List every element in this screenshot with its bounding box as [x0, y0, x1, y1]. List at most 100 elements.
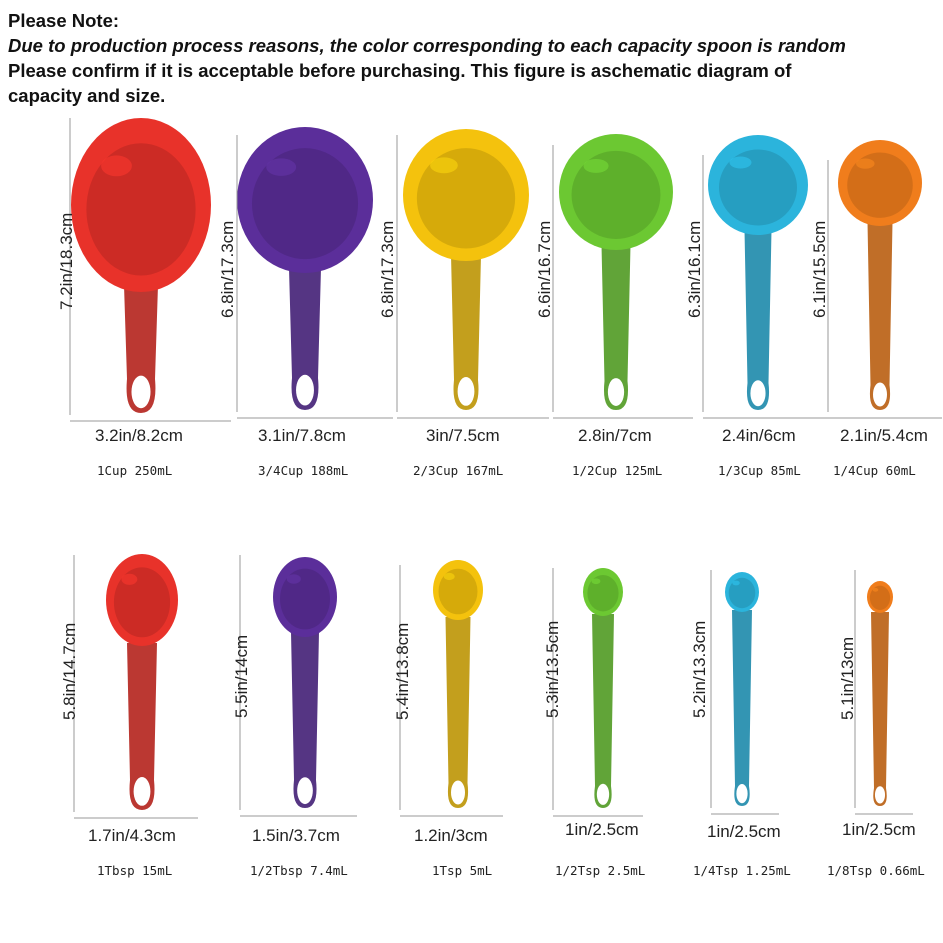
cup-2: [236, 127, 393, 419]
bowl-highlight: [266, 158, 297, 176]
cup-width-label: 2.4in/6cm: [722, 426, 796, 445]
spoon-height-label: 5.1in/13cm: [838, 636, 857, 720]
bowl-highlight: [591, 578, 601, 585]
bowl-highlight: [121, 573, 138, 585]
cup-width-label: 2.8in/7cm: [578, 426, 652, 445]
note-title: Please Note:: [8, 10, 120, 31]
bowl-highlight: [583, 158, 609, 173]
bowl-highlight: [443, 572, 455, 581]
handle: [744, 230, 772, 410]
hanging-hole: [736, 784, 748, 804]
hanging-hole: [131, 375, 151, 409]
spoon-6: [854, 570, 913, 815]
bowl-inner: [251, 148, 359, 260]
handle: [289, 268, 321, 410]
spoon-2: [239, 555, 357, 817]
bowl-inner: [847, 152, 913, 218]
bowl-highlight: [101, 155, 132, 177]
hanging-hole: [607, 378, 625, 406]
bowl-highlight: [286, 574, 301, 584]
cup-capacity-label: 3/4Cup 188mL: [258, 463, 349, 478]
handle: [867, 222, 893, 410]
spoon-height-label: 5.2in/13.3cm: [690, 620, 709, 718]
bowl-inner: [113, 567, 171, 638]
handle: [127, 643, 157, 810]
cup-capacity-label: 1/2Cup 125mL: [572, 463, 663, 478]
cup-3: [396, 129, 549, 419]
hanging-hole: [750, 380, 766, 407]
note-line-2: Please confirm if it is acceptable befor…: [8, 60, 792, 81]
spoon-height-label: 5.5in/14cm: [232, 634, 251, 718]
note-line-3: capacity and size.: [8, 85, 166, 106]
spoons-row: [73, 554, 913, 819]
spoon-capacity-label: 1/4Tsp 1.25mL: [693, 863, 791, 878]
spoon-height-label: 5.8in/14.7cm: [60, 622, 79, 720]
cup-1: [69, 118, 231, 422]
cup-width-label: 3.1in/7.8cm: [258, 426, 346, 445]
cup-width-label: 3.2in/8.2cm: [95, 426, 183, 445]
hanging-hole: [596, 783, 610, 805]
spoon-capacity-label: 1Tsp 5mL: [432, 863, 493, 878]
cup-width-label: 3in/7.5cm: [426, 426, 500, 445]
bowl-inner: [416, 148, 516, 249]
hanging-hole: [297, 777, 313, 805]
handle: [124, 285, 158, 413]
bowl-inner: [86, 143, 196, 276]
cups-row: [69, 118, 942, 422]
hanging-hole: [873, 382, 887, 407]
cup-capacity-label: 1/3Cup 85mL: [718, 463, 801, 478]
handle: [601, 245, 631, 410]
cup-height-label: 6.6in/16.7cm: [535, 220, 554, 318]
handle: [732, 610, 752, 806]
hanging-hole: [451, 780, 465, 805]
note-line-1: Due to production process reasons, the c…: [8, 35, 846, 56]
bowl-inner: [438, 568, 478, 615]
spoon-width-label: 1in/2.5cm: [707, 822, 781, 841]
cup-capacity-label: 1/4Cup 60mL: [833, 463, 916, 478]
hanging-hole: [874, 786, 886, 804]
spoon-height-label: 5.3in/13.5cm: [543, 620, 562, 718]
cup-height-label: 6.8in/17.3cm: [218, 220, 237, 318]
cup-4: [552, 134, 693, 419]
cup-width-label: 2.1in/5.4cm: [840, 426, 928, 445]
bowl-highlight: [856, 158, 875, 169]
handle: [291, 632, 319, 808]
bowl-inner: [571, 150, 661, 239]
hanging-hole: [296, 374, 314, 406]
note-block: Please Note: Due to production process r…: [8, 8, 938, 108]
spoon-4: [552, 568, 643, 817]
bowl-inner: [280, 568, 330, 630]
cup-height-label: 7.2in/18.3cm: [57, 212, 76, 310]
spoon-width-label: 1in/2.5cm: [842, 820, 916, 839]
spoon-5: [710, 570, 779, 815]
bowl-highlight: [430, 157, 458, 174]
spoon-width-label: 1.7in/4.3cm: [88, 826, 176, 845]
bowl-inner: [728, 577, 756, 609]
hanging-hole: [457, 377, 475, 406]
cup-height-label: 6.8in/17.3cm: [378, 220, 397, 318]
handle: [445, 617, 471, 808]
spoon-capacity-label: 1/2Tsp 2.5mL: [555, 863, 646, 878]
bowl-inner: [719, 149, 797, 226]
spoon-width-label: 1.2in/3cm: [414, 826, 488, 845]
spoon-width-label: 1in/2.5cm: [565, 820, 639, 839]
cup-capacity-label: 2/3Cup 167mL: [413, 463, 504, 478]
spoon-3: [399, 560, 503, 817]
cup-6: [827, 140, 942, 419]
spoon-width-label: 1.5in/3.7cm: [252, 826, 340, 845]
handle: [592, 614, 614, 808]
handle: [451, 255, 481, 410]
spoon-capacity-label: 1/2Tbsp 7.4mL: [250, 863, 348, 878]
cup-height-label: 6.1in/15.5cm: [810, 220, 829, 318]
spoon-capacity-label: 1/8Tsp 0.66mL: [827, 863, 925, 878]
bowl-highlight: [872, 587, 879, 592]
hanging-hole: [133, 777, 151, 806]
bowl-inner: [869, 585, 891, 610]
cup-height-label: 6.3in/16.1cm: [685, 220, 704, 318]
bowl-highlight: [732, 580, 740, 586]
spoon-1: [73, 554, 198, 819]
bowl-inner: [587, 574, 619, 612]
cup-capacity-label: 1Cup 250mL: [97, 463, 173, 478]
spoon-height-label: 5.4in/13.8cm: [393, 622, 412, 720]
